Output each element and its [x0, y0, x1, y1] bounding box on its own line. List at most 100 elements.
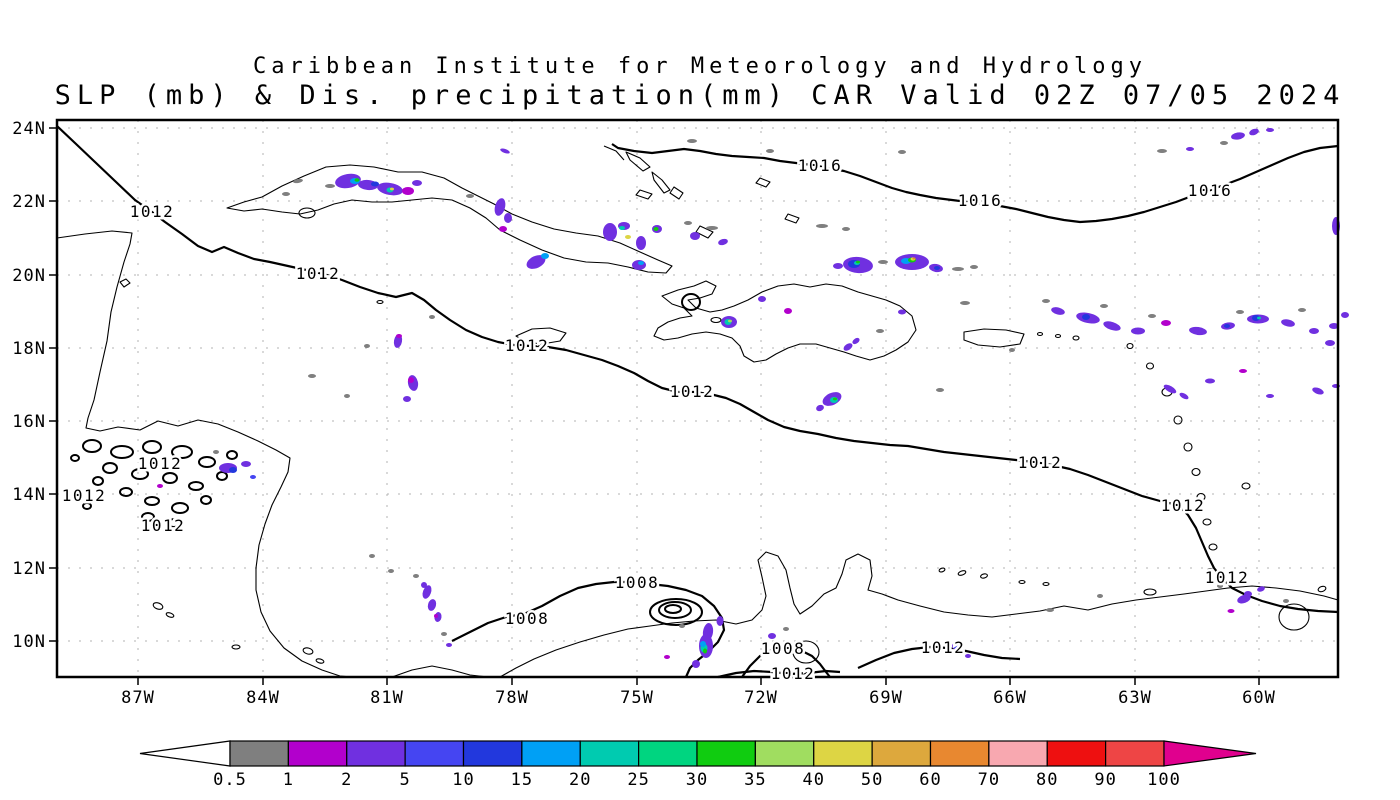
precip-cell [1082, 314, 1090, 320]
coastline [635, 189, 653, 200]
precip-cell [1231, 132, 1245, 140]
precip-cell [625, 235, 631, 239]
island-outline [1042, 581, 1050, 587]
colorbar-tick-label: 10 [452, 770, 474, 790]
precip-cell [250, 475, 256, 479]
page-title-line1: Caribbean Institute for Meteorology and … [252, 54, 1147, 79]
isobar-value-label: 1008 [761, 639, 806, 658]
colorbar-tick-label: 90 [1094, 770, 1116, 790]
isobar-value-label: 1012 [505, 336, 550, 355]
precip-cell [1249, 128, 1259, 136]
isobar-value-label: 1008 [505, 609, 550, 628]
precip-cell [1329, 323, 1339, 329]
precip-cell [494, 198, 506, 216]
precip-cell [898, 309, 906, 315]
coastline [391, 665, 489, 678]
precip-cell [500, 148, 510, 154]
precip-cell [526, 255, 546, 269]
precip-cell [466, 194, 474, 198]
isobar-closed-contour [70, 454, 80, 462]
colorbar-segment [871, 740, 932, 767]
colorbar-right-arrow [1163, 740, 1257, 767]
lat-tick-label: 18N [12, 339, 46, 359]
precip-cell [1179, 392, 1189, 400]
precip-cell [344, 394, 350, 398]
isobar-closed-contour [681, 293, 701, 311]
island-outline [1126, 342, 1134, 350]
precip-cell [354, 178, 360, 182]
precip-cell [784, 308, 792, 314]
island-outline [165, 612, 175, 618]
precip-cell [241, 461, 251, 467]
coastline [56, 230, 353, 678]
isobar-value-label: 1012 [138, 454, 183, 473]
colorbar-tick-label: 35 [744, 770, 766, 790]
isobar-value-label: 1016 [798, 156, 843, 175]
colorbar-tick-label: 5 [400, 770, 411, 790]
contour-labels: 1012 1012 1012 1012 1012 1012 1012 1012 1012 1012… [59, 154, 1250, 686]
precip-cell [364, 344, 370, 348]
coastline [515, 327, 567, 345]
island-outline [938, 567, 946, 573]
precip-cell [843, 343, 853, 351]
precip-cell [783, 627, 789, 631]
precip-cell [308, 374, 316, 378]
precip-cell [718, 238, 728, 246]
colorbar-tick-label: 2 [341, 770, 352, 790]
lon-tick-label: 66W [993, 688, 1027, 708]
precip-cell [1236, 310, 1244, 314]
colorbar-tick-label: 0.5 [213, 770, 247, 790]
isobar-closed-contour [171, 445, 193, 459]
lon-tick-label: 75W [620, 688, 654, 708]
colorbar-segment [229, 740, 289, 767]
colorbar-segment [754, 740, 815, 767]
isobar-value-label: 1012 [1018, 453, 1063, 472]
lat-tick-label: 16N [12, 412, 46, 432]
precip-cell [716, 616, 724, 626]
precip-cell [816, 224, 828, 228]
precip-cell [1009, 348, 1015, 352]
lon-tick-label: 84W [246, 688, 280, 708]
isobar-closed-contour [171, 502, 189, 514]
isobar-line [611, 143, 1339, 224]
precip-cell [833, 263, 843, 269]
coastline [651, 171, 671, 194]
coastline [119, 278, 131, 288]
precip-cell [898, 150, 906, 154]
precip-cell [1252, 315, 1260, 321]
precip-cell [293, 178, 303, 184]
colorbar-segment [462, 740, 523, 767]
precip-cell [1325, 340, 1335, 346]
island-outline [315, 658, 325, 664]
precip-cell [213, 450, 219, 454]
isobar-closed-contour [649, 598, 703, 626]
isobar-line [857, 645, 1021, 670]
precip-cell [766, 149, 774, 153]
precip-cell [768, 633, 776, 639]
precipitation-shading [157, 128, 1349, 668]
precip-cell [422, 585, 432, 599]
precip-cell [758, 296, 766, 302]
precip-cell [728, 319, 732, 323]
isobar-closed-contour [110, 445, 134, 459]
isobar-value-label: 1012 [771, 664, 816, 683]
isobar-value-label: 1012 [1161, 496, 1206, 515]
precip-colorbar: 0.5 1 2 5 10 15 20 25 30 35 40 50 60 70 80 90 100 [139, 740, 1257, 790]
precip-cell [878, 260, 888, 264]
precip-cell [1103, 321, 1121, 331]
precip-cell [427, 599, 437, 611]
precip-cell [369, 554, 375, 558]
island-outline [1196, 492, 1206, 502]
colorbar-segment [287, 740, 348, 767]
island-outline [1173, 415, 1183, 425]
precip-cell [1148, 314, 1156, 318]
coastline [695, 225, 714, 239]
precip-cell [1157, 149, 1167, 153]
isobar-value-label: 1016 [1188, 181, 1233, 200]
lat-tick-label: 20N [12, 266, 46, 286]
lat-tick-label: 14N [12, 485, 46, 505]
lon-tick-label: 69W [869, 688, 903, 708]
precip-cell [1298, 308, 1306, 312]
isobar-line [741, 646, 831, 678]
colorbar-tick-label: 40 [803, 770, 825, 790]
